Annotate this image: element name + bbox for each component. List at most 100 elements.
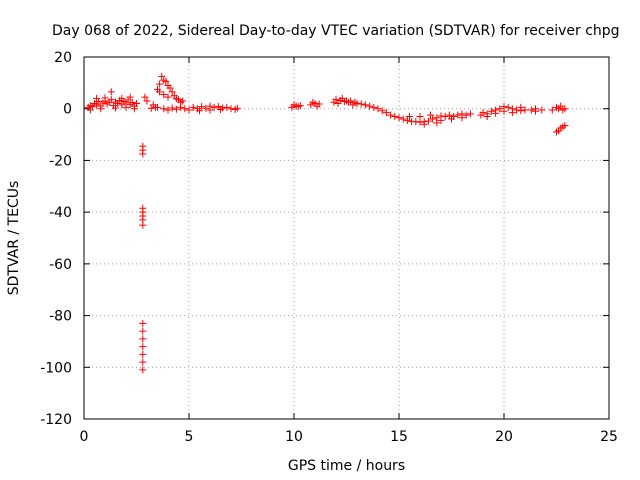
data-point: [189, 103, 197, 111]
data-point: [160, 90, 168, 98]
data-point: [382, 109, 390, 117]
y-tick-label: -120: [40, 412, 72, 428]
data-point: [315, 100, 323, 108]
data-point: [179, 97, 187, 105]
data-point: [387, 111, 395, 119]
data-point: [227, 105, 235, 113]
data-point: [168, 104, 176, 112]
data-point: [561, 105, 569, 113]
data-point: [128, 99, 136, 107]
data-point: [210, 103, 218, 111]
data-point: [445, 111, 453, 119]
x-axis-label: GPS time / hours: [288, 458, 405, 474]
data-point: [118, 94, 126, 102]
y-axis-label: SDTVAR / TECUs: [6, 181, 22, 296]
data-point: [139, 327, 147, 335]
data-point: [166, 84, 174, 92]
chart-title: Day 068 of 2022, Sidereal Day-to-day VTE…: [52, 23, 620, 39]
data-point: [133, 100, 140, 108]
data-point: [164, 106, 172, 114]
data-point: [164, 93, 172, 101]
data-point: [122, 103, 130, 111]
data-point: [399, 115, 407, 123]
data-point: [86, 106, 94, 114]
data-point: [454, 111, 462, 119]
y-tick-label: -40: [49, 205, 72, 221]
plot-frame: [83, 56, 610, 420]
data-point: [483, 112, 491, 120]
data-point: [112, 104, 119, 112]
data-point: [126, 93, 134, 101]
data-point: [538, 106, 546, 114]
data-point: [361, 101, 369, 109]
data-point: [177, 103, 185, 111]
data-point: [416, 112, 424, 120]
data-point: [521, 106, 529, 114]
data-point: [160, 105, 168, 113]
data-point: [198, 103, 206, 111]
x-tick-label: 0: [80, 429, 89, 445]
data-point: [479, 109, 487, 117]
data-point: [487, 107, 495, 115]
data-point: [202, 104, 210, 112]
data-point: [370, 103, 378, 111]
data-point: [107, 96, 115, 104]
data-point: [532, 107, 539, 115]
data-point: [139, 343, 147, 351]
data-point: [158, 72, 166, 80]
data-point: [107, 88, 115, 96]
data-point: [139, 335, 147, 343]
data-point: [154, 103, 161, 111]
data-point: [156, 88, 164, 96]
data-point: [429, 115, 437, 123]
data-point: [139, 366, 147, 374]
data-point: [424, 117, 432, 125]
data-point: [130, 105, 138, 113]
data-point: [391, 112, 399, 120]
data-point: [496, 105, 504, 113]
data-point: [168, 88, 176, 96]
data-point: [557, 102, 565, 110]
data-point: [156, 80, 164, 88]
y-tick-label: -100: [40, 360, 72, 376]
data-point: [527, 106, 535, 114]
x-tick-label: 20: [495, 429, 513, 445]
data-point: [504, 103, 512, 111]
data-point: [466, 110, 474, 118]
x-tick-label: 10: [285, 429, 303, 445]
axis-ticks: 20 0 -20 -40 -60 -80 -100 -120 0 5 10 15 20 25: [40, 50, 618, 445]
data-point: [403, 116, 411, 124]
data-point: [561, 122, 569, 130]
data-point: [500, 107, 508, 115]
data-point: [374, 105, 382, 113]
data-point: [395, 114, 403, 122]
x-tick-label: 25: [600, 429, 618, 445]
data-point: [185, 106, 193, 114]
data-point: [162, 78, 170, 86]
data-point: [296, 102, 304, 110]
data-point: [139, 221, 147, 229]
y-tick-label: -20: [49, 153, 72, 169]
data-point: [217, 105, 224, 113]
data-point: [139, 150, 147, 158]
data-point: [353, 100, 361, 108]
x-tick-label: 5: [185, 429, 194, 445]
data-point: [347, 97, 355, 105]
y-tick-label: -80: [49, 309, 72, 325]
data-point: [139, 358, 147, 366]
y-tick-label: -60: [49, 257, 72, 273]
data-point: [458, 114, 466, 122]
data-point: [508, 109, 516, 117]
data-point: [462, 111, 470, 119]
data-point: [143, 97, 151, 105]
data-point: [196, 107, 203, 115]
data-point: [420, 120, 428, 128]
data-point: [433, 119, 441, 127]
data-point: [427, 111, 434, 119]
y-tick-label: 20: [54, 50, 72, 66]
data-point: [141, 93, 149, 101]
data-point: [233, 104, 241, 112]
data-point: [492, 109, 500, 117]
data-point: [223, 103, 231, 111]
